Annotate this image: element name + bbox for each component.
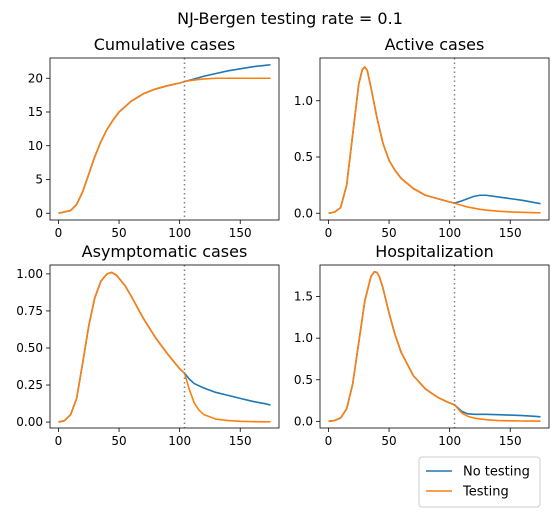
active-cases-title: Active cases	[385, 35, 485, 54]
hospitalization-ytick-label-3: 1.5	[294, 290, 313, 304]
asymptomatic-cases-ytick-label-4: 1.00	[16, 267, 43, 281]
panels: Cumulative cases 0 50 100 150 0 5 10 15 20 Active …	[16, 35, 550, 448]
active-cases-ytick-label-0: 0.0	[294, 206, 313, 220]
hospitalization-panel: Hospitalization 0 50 100 150 0.0 0.5 1.0 1.5	[294, 242, 550, 448]
active-cases-xtick-label-100: 100	[438, 226, 461, 240]
hospitalization-xtick-label-0: 0	[325, 434, 333, 448]
asymptomatic-cases-series-testing-line	[58, 271, 271, 423]
asymptomatic-cases-xtick-label-150: 150	[229, 434, 252, 448]
active-cases-series-no-testing-line	[328, 66, 541, 215]
active-cases-ytick-label-1: 0.5	[294, 150, 313, 164]
figure-suptitle: NJ-Bergen testing rate = 0.1	[177, 9, 403, 28]
hospitalization-series-no-testing-line	[328, 270, 541, 423]
hospitalization-xtick-label-150: 150	[499, 434, 522, 448]
legend: No testing Testing	[418, 456, 541, 508]
asymptomatic-cases-xtick-label-50: 50	[111, 434, 126, 448]
asymptomatic-cases-title: Asymptomatic cases	[82, 242, 248, 261]
hospitalization-axes-frame	[319, 264, 550, 429]
active-cases-xtick-label-0: 0	[325, 226, 333, 240]
active-cases-series-testing-line	[328, 66, 541, 215]
asymptomatic-cases-xtick-label-100: 100	[168, 434, 191, 448]
asymptomatic-cases-panel: Asymptomatic cases 0 50 100 150 0.00 0.25 0.50 0…	[16, 242, 280, 448]
active-cases-axes-frame	[319, 57, 550, 221]
asymptomatic-cases-xtick-label-0: 0	[55, 434, 63, 448]
hospitalization-ytick-label-1: 0.5	[294, 373, 313, 387]
asymptomatic-cases-axes-frame	[49, 264, 280, 429]
asymptomatic-cases-ytick-label-0: 0.00	[16, 415, 43, 429]
cumulative-cases-axes-frame	[49, 57, 280, 221]
cumulative-cases-ytick-label-4: 20	[28, 71, 43, 85]
asymptomatic-cases-ytick-label-1: 0.25	[16, 378, 43, 392]
cumulative-cases-xtick-label-100: 100	[168, 226, 191, 240]
asymptomatic-cases-ytick-label-3: 0.75	[16, 304, 43, 318]
hospitalization-ytick-label-2: 1.0	[294, 331, 313, 345]
hospitalization-ytick-label-0: 0.0	[294, 414, 313, 428]
legend-frame	[418, 456, 541, 508]
active-cases-xtick-label-150: 150	[499, 226, 522, 240]
active-cases-xtick-label-50: 50	[381, 226, 396, 240]
active-cases-panel: Active cases 0 50 100 150 0.0 0.5 1.0	[294, 35, 550, 240]
asymptomatic-cases-ytick-label-2: 0.50	[16, 341, 43, 355]
asymptomatic-cases-series-no-testing-line	[58, 271, 271, 423]
cumulative-cases-ytick-label-2: 10	[28, 139, 43, 153]
hospitalization-title: Hospitalization	[375, 242, 494, 261]
cumulative-cases-ytick-label-0: 0	[35, 206, 43, 220]
legend-label-testing: Testing	[462, 485, 509, 500]
hospitalization-xtick-label-100: 100	[438, 434, 461, 448]
cumulative-cases-xtick-label-150: 150	[229, 226, 252, 240]
legend-label-no-testing: No testing	[463, 465, 530, 480]
cumulative-cases-ytick-label-3: 15	[28, 105, 43, 119]
cumulative-cases-xtick-label-50: 50	[111, 226, 126, 240]
hospitalization-series-testing-line	[328, 270, 541, 423]
cumulative-cases-ytick-label-1: 5	[35, 173, 43, 187]
active-cases-ytick-label-2: 1.0	[294, 94, 313, 108]
cumulative-cases-title: Cumulative cases	[94, 35, 236, 54]
hospitalization-xtick-label-50: 50	[381, 434, 396, 448]
cumulative-cases-panel: Cumulative cases 0 50 100 150 0 5 10 15 20	[28, 35, 280, 240]
cumulative-cases-xtick-label-0: 0	[55, 226, 63, 240]
cumulative-cases-series-testing-line	[58, 77, 271, 215]
